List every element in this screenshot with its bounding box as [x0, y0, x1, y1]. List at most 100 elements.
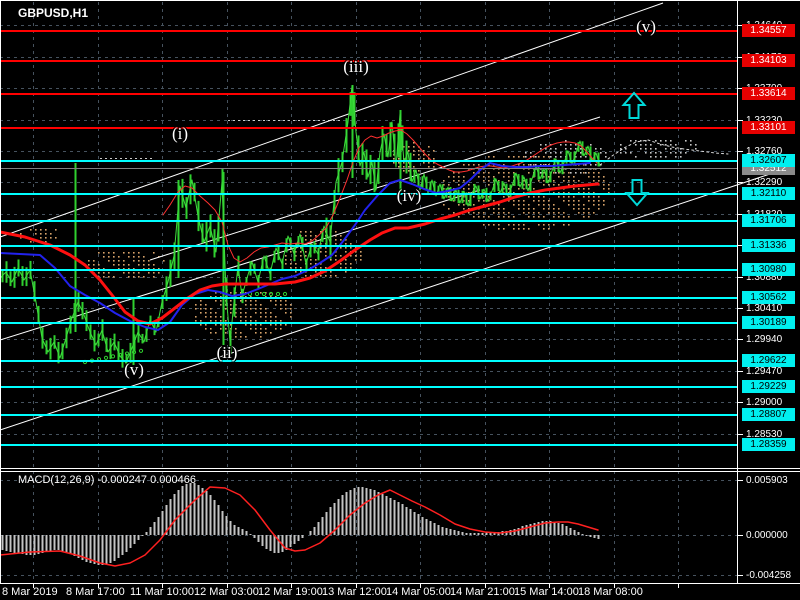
cloud-dot [30, 241, 32, 243]
cloud-dot [533, 156, 535, 158]
cloud-dot [543, 156, 545, 158]
cloud-dot [685, 140, 687, 142]
cloud-dot [543, 224, 545, 226]
cloud-dot [468, 184, 470, 186]
cloud-dot [463, 164, 465, 166]
down-arrow-object[interactable] [624, 179, 650, 207]
cloud-dot [458, 204, 460, 206]
wave-label[interactable]: (v) [124, 360, 144, 379]
cloud-dot [675, 148, 677, 150]
cloud-dot [108, 252, 110, 254]
wave-label[interactable]: (iv) [396, 186, 422, 205]
cloud-dot [540, 148, 542, 150]
wave-label[interactable]: (v) [636, 17, 656, 36]
cloud-dot [508, 216, 510, 218]
cloud-dot [335, 235, 337, 237]
cloud-dot [478, 164, 480, 166]
cloud-dot [275, 324, 277, 326]
cloud-dot [513, 204, 515, 206]
cloud-dot [88, 260, 90, 262]
trend-line[interactable] [0, 189, 481, 341]
cloud-dot [148, 268, 150, 270]
cloud-dot [548, 224, 550, 226]
cloud-dot [548, 184, 550, 186]
cloud-dot [315, 243, 317, 245]
cloud-dot [545, 148, 547, 150]
cloud-dot [645, 152, 647, 154]
up-arrow-object[interactable] [621, 91, 647, 119]
cloud-dot [265, 332, 267, 334]
cloud-dot [98, 252, 100, 254]
cloud-dot [625, 152, 627, 154]
cloud-dot [300, 267, 302, 269]
cloud-dot [393, 162, 395, 164]
price-tick-label: 1.33230 [746, 115, 782, 126]
cloud-dot [568, 184, 570, 186]
cloud-dot [340, 255, 342, 257]
cloud-dot [553, 192, 555, 194]
wave-label[interactable]: (i) [171, 124, 189, 143]
cloud-dot [588, 172, 590, 174]
cloud-dot [543, 176, 545, 178]
cloud-dot [598, 180, 600, 182]
cloud-dot [295, 243, 297, 245]
cloud-dot [553, 208, 555, 210]
cloud-dot [128, 276, 130, 278]
cloud-dot [448, 184, 450, 186]
cloud-dot [265, 292, 267, 294]
cloud-dot [393, 158, 395, 160]
cloud-dot [468, 192, 470, 194]
cloud-dot [315, 259, 317, 261]
cloud-dot [285, 300, 287, 302]
cloud-dot [503, 196, 505, 198]
cloud-dot [548, 208, 550, 210]
cloud-dot [270, 312, 272, 314]
cloud-dot [255, 300, 257, 302]
cloud-dot [538, 156, 540, 158]
cloud-dot [670, 144, 672, 146]
cloud-dot [593, 192, 595, 194]
time-label: 8 Mar 17:00 [66, 586, 125, 598]
wave-label[interactable]: (ii) [216, 343, 238, 362]
cloud-dot [200, 300, 202, 302]
cloud-dot [275, 296, 277, 298]
cloud-dot [545, 144, 547, 146]
cloud-dot [340, 267, 342, 269]
cloud-dot [568, 224, 570, 226]
cloud-dot [493, 200, 495, 202]
cloud-dot [210, 328, 212, 330]
cloud-dot [300, 255, 302, 257]
time-label: 11 Mar 10:00 [130, 586, 195, 598]
cloud-dot [320, 251, 322, 253]
cloud-dot [225, 328, 227, 330]
support-price-badge: 1.29229 [742, 380, 795, 393]
sar-dot [261, 291, 267, 297]
cloud-dot [443, 188, 445, 190]
cloud-dot [300, 247, 302, 249]
wave-label[interactable]: (iii) [343, 57, 369, 76]
cloud-dot [580, 172, 582, 174]
cloud-dot [245, 304, 247, 306]
cloud-dot [280, 320, 282, 322]
cloud-dot [260, 304, 262, 306]
cloud-dot [275, 300, 277, 302]
cloud-dot [108, 256, 110, 258]
cloud-dot [498, 208, 500, 210]
cloud-dot [483, 216, 485, 218]
cloud-dot [255, 304, 257, 306]
cloud-dot [695, 144, 697, 146]
cloud-dot [360, 255, 362, 257]
cloud-dot [265, 320, 267, 322]
sar-dot [103, 355, 109, 360]
cloud-dot [205, 328, 207, 330]
cloud-dot [598, 196, 600, 198]
cloud-dot [478, 216, 480, 218]
trend-line[interactable] [0, 2, 664, 238]
cloud-dot [423, 158, 425, 160]
cloud-dot [225, 308, 227, 310]
cloud-dot [103, 272, 105, 274]
cloud-dot [200, 308, 202, 310]
cloud-dot [265, 316, 267, 318]
cloud-dot [600, 148, 602, 150]
